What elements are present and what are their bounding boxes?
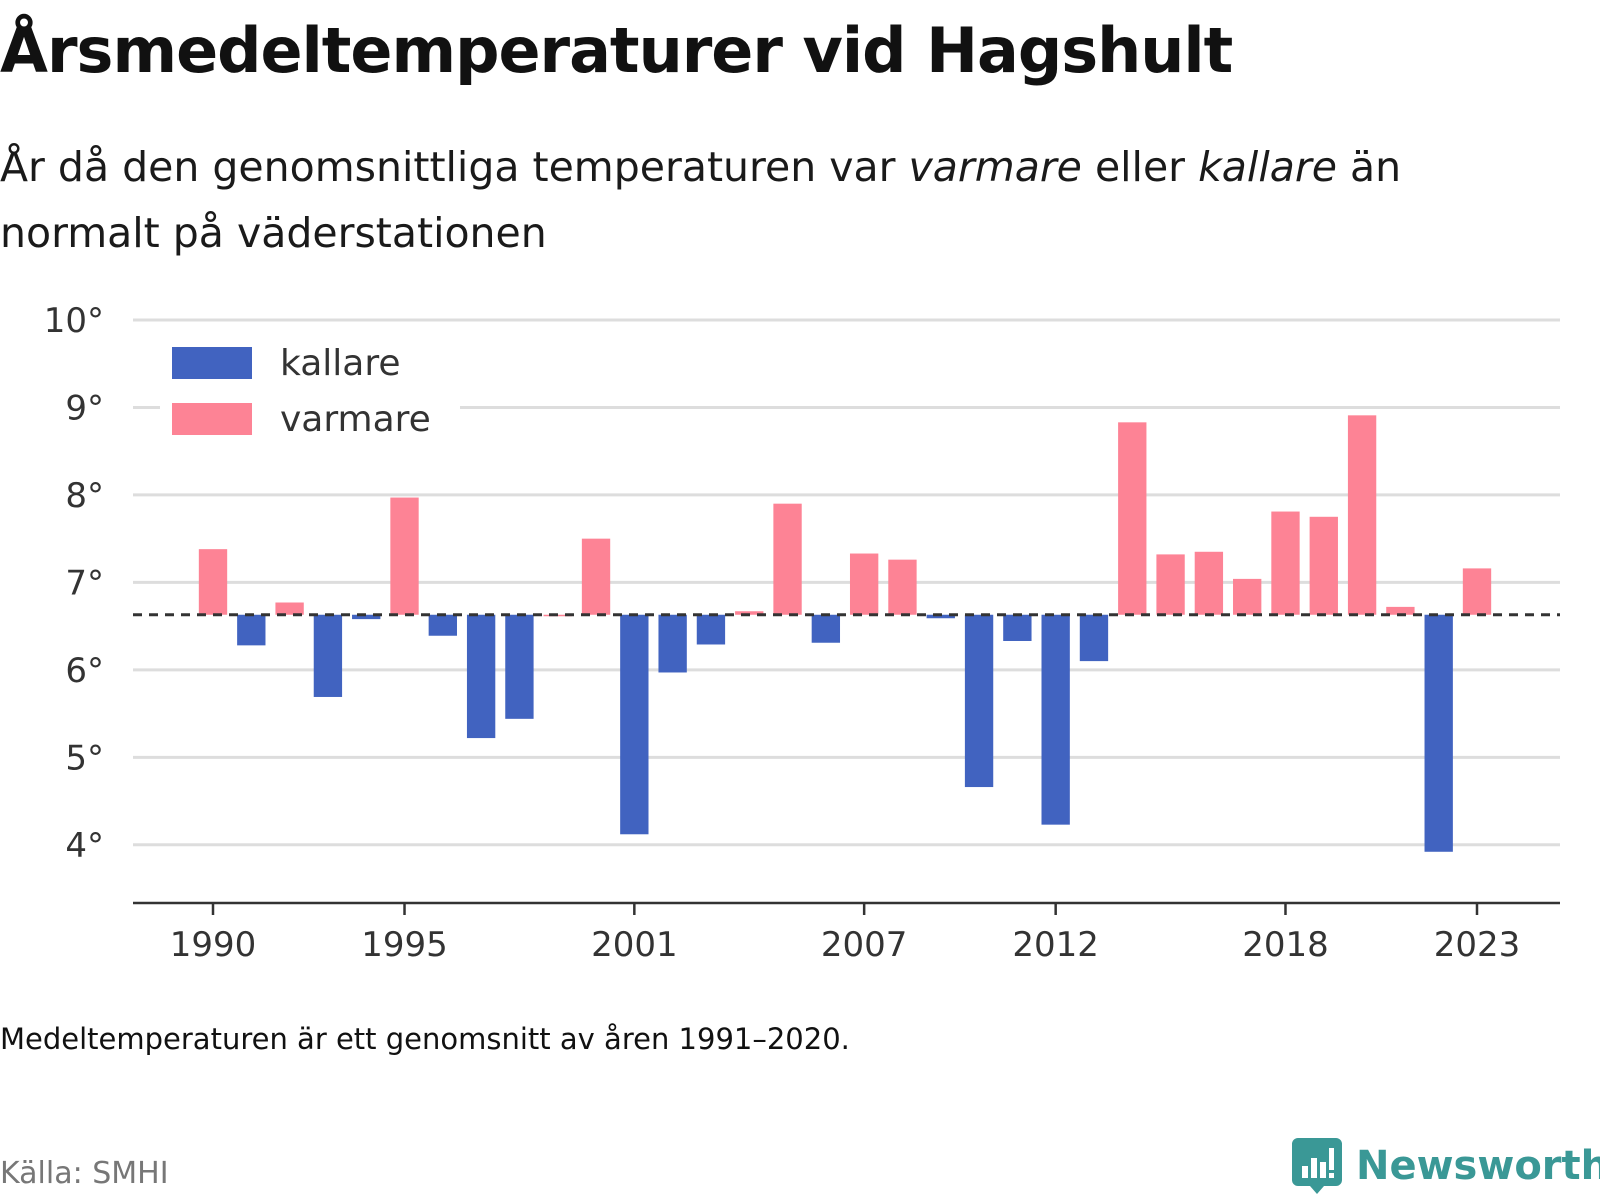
y-tick-label-6: 6° (65, 651, 104, 691)
bar-2005 (773, 503, 802, 615)
y-tick-label-10: 10° (44, 301, 104, 341)
bar-2009 (926, 614, 955, 619)
bar-2015 (1156, 554, 1185, 615)
bar-1992 (275, 602, 304, 615)
legend-swatch-kallare (172, 347, 252, 379)
bar-2003 (696, 614, 726, 645)
bar-1996 (428, 614, 457, 636)
legend-label-kallare: kallare (280, 343, 401, 384)
y-tick-label-8: 8° (65, 476, 104, 516)
x-tick-label-2012: 2012 (1012, 925, 1099, 965)
subtitle-warmer-word: varmare (908, 143, 1082, 191)
bar-2022 (1424, 614, 1453, 852)
bar-1994 (352, 614, 381, 620)
bar-2016 (1194, 551, 1224, 615)
bar-1998 (505, 614, 534, 719)
bar-2011 (1003, 614, 1032, 641)
y-tick-label-4: 4° (65, 826, 104, 866)
footnote: Medeltemperaturen är ett genomsnitt av å… (0, 1022, 850, 1056)
x-axis-ticks: 1990 1995 2001 2007 2012 2018 2023 (170, 903, 1521, 965)
x-tick-label-2023: 2023 (1434, 925, 1521, 965)
x-tick-label-1995: 1995 (361, 925, 448, 965)
brand-name: Newsworthy (1356, 1143, 1600, 1189)
x-tick-label-2001: 2001 (591, 925, 678, 965)
bar-1991 (237, 614, 266, 646)
bar-2020 (1347, 415, 1377, 615)
subtitle-part-2: eller (1081, 143, 1199, 191)
newsworthy-logo-icon (1292, 1138, 1342, 1194)
chart-title: Årsmedeltemperaturer vid Hagshult (0, 14, 1233, 87)
chart-subtitle: År då den genomsnittliga temperaturen va… (0, 134, 1560, 266)
bar-2017 (1233, 578, 1262, 615)
bar-2023 (1462, 568, 1492, 615)
y-tick-label-7: 7° (65, 563, 104, 603)
bar-2008 (888, 559, 917, 615)
x-tick-label-2018: 2018 (1242, 925, 1329, 965)
bar-1995 (390, 497, 419, 615)
y-tick-label-5: 5° (65, 738, 104, 778)
source-credit: Källa: SMHI (0, 1156, 169, 1191)
bar-2007 (849, 553, 879, 615)
bar-2004 (735, 611, 764, 615)
bar-2013 (1079, 614, 1109, 662)
subtitle-part-3: än normalt på väderstationen (0, 143, 1402, 257)
legend: kallare varmare (160, 330, 460, 450)
legend-label-varmare: varmare (280, 399, 431, 440)
legend-swatch-varmare (172, 403, 252, 435)
bar-2014 (1118, 422, 1147, 615)
brand-logo: Newsworthy (1292, 1138, 1600, 1194)
bar-2002 (658, 614, 687, 673)
bar-2006 (811, 614, 841, 643)
bar-2018 (1271, 511, 1300, 615)
subtitle-part-1: År då den genomsnittliga temperaturen va… (0, 143, 909, 191)
y-tick-label-9: 9° (65, 388, 104, 428)
y-axis-ticks: 4° 5° 6° 7° 8° 9° 10° (44, 301, 104, 866)
subtitle-colder-word: kallare (1198, 143, 1337, 191)
bar-chart: 4° 5° 6° 7° 8° 9° 10° 1990 1995 2001 2007 2012 2018… (44, 301, 1560, 965)
x-tick-label-2007: 2007 (821, 925, 908, 965)
bar-2012 (1041, 614, 1070, 825)
bar-1993 (313, 614, 343, 697)
bar-1990 (198, 549, 228, 615)
x-tick-label-1990: 1990 (170, 925, 257, 965)
bar-2019 (1309, 516, 1338, 615)
bar-2001 (620, 614, 649, 835)
bar-1997 (466, 614, 496, 739)
bar-2010 (964, 614, 994, 788)
bars (198, 415, 1492, 852)
bar-2021 (1386, 606, 1415, 615)
bar-2000 (581, 538, 611, 615)
